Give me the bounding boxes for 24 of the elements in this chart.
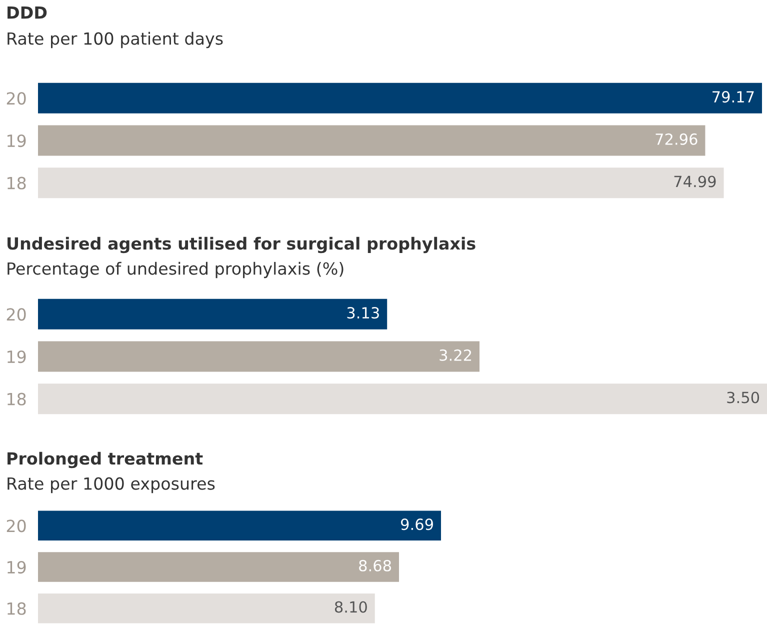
data-label: 72.96 [656, 133, 698, 145]
data-label: 8.68 [359, 560, 392, 572]
y-tick-label: 20 [6, 308, 26, 321]
chart-subtitle: Rate per 1000 exposures [8, 477, 215, 494]
data-label: 3.22 [440, 349, 472, 361]
data-label: 74.99 [674, 176, 716, 188]
data-label: 79.17 [712, 91, 754, 103]
y-tick-label: 18 [8, 602, 26, 615]
y-tick-label: 19 [8, 350, 26, 364]
chart-title: Prolonged treatment [8, 452, 203, 468]
data-label: 3.50 [727, 392, 760, 404]
data-label: 9.69 [401, 518, 433, 530]
chart-subtitle: Rate per 100 patient days [8, 32, 223, 48]
y-tick-label: 18 [8, 176, 26, 190]
y-tick-label: 20 [6, 520, 26, 532]
y-tick-label: 19 [8, 560, 26, 574]
y-tick-label: 18 [8, 392, 26, 406]
chart-title: Undesired agents utilised for surgical prophylaxis [8, 236, 476, 254]
data-label: 3.13 [347, 307, 379, 319]
chart-subtitle: Percentage of undesired prophylaxis (%) [8, 262, 344, 278]
y-tick-label: 20 [6, 92, 26, 105]
y-tick-label: 19 [8, 134, 26, 148]
data-label: 8.10 [334, 601, 367, 613]
chart-title: DDD [8, 6, 47, 19]
